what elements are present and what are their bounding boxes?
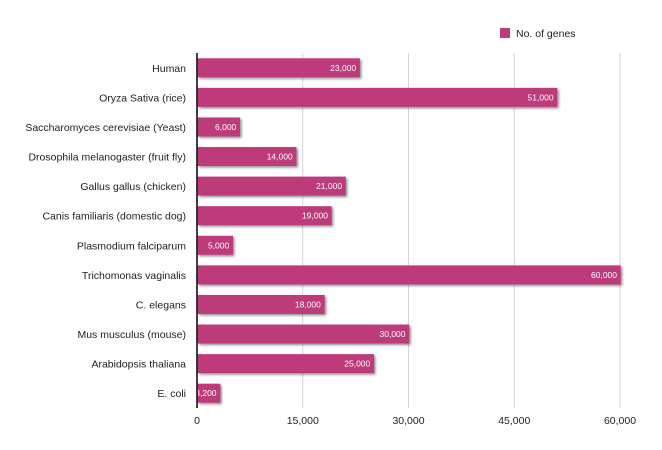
bar[interactable] [197, 324, 410, 344]
bar-value-label: 18,000 [295, 299, 321, 309]
category-label: E. coli [157, 388, 186, 400]
x-tick-label: 0 [194, 415, 200, 427]
legend-label: No. of genes [516, 28, 576, 40]
bar[interactable] [197, 235, 233, 255]
bar-value-label: 5,000 [208, 240, 230, 250]
category-label: Gallus gallus (chicken) [80, 181, 186, 193]
category-label: Drosophila melanogaster (fruit fly) [28, 152, 186, 164]
x-axis-ticks: 0 15,000 30,000 45,000 60,000 [194, 415, 636, 427]
legend-swatch [500, 28, 510, 38]
x-tick-label: 60,000 [604, 415, 636, 427]
bar[interactable] [197, 265, 621, 285]
bar-value-label: 14,000 [267, 152, 293, 162]
bar[interactable] [197, 87, 558, 107]
category-label: C. elegans [136, 299, 186, 311]
category-label: Mus musculus (mouse) [77, 329, 186, 341]
bar[interactable] [197, 176, 346, 196]
category-label: Plasmodium falciparum [77, 240, 186, 252]
category-label: Oryza Sativa (rice) [99, 92, 186, 104]
bars: 23,000 51,000 6,000 14,000 21,000 19,000 5,000… [195, 58, 621, 403]
x-tick-label: 45,000 [498, 415, 530, 427]
category-label: Saccharomyces cerevisiae (Yeast) [25, 122, 186, 134]
bar-value-label: 23,000 [330, 63, 356, 73]
bar-value-label: 30,000 [380, 329, 406, 339]
bar-value-label: 6,000 [215, 122, 237, 132]
category-label: Arabidopsis thaliana [91, 359, 186, 371]
bar[interactable] [197, 58, 360, 78]
category-labels: Human Oryza Sativa (rice) Saccharomyces ce… [25, 63, 186, 400]
bar-value-label: 51,000 [528, 92, 554, 102]
bar-value-label: 25,000 [344, 359, 370, 369]
bar[interactable] [197, 294, 325, 314]
bar-value-label: 3,200 [195, 388, 217, 398]
category-label: Trichomonas vaginalis [82, 270, 186, 282]
bar[interactable] [197, 147, 297, 167]
bar[interactable] [197, 206, 332, 226]
bar-value-label: 21,000 [316, 181, 342, 191]
bar[interactable] [197, 117, 241, 137]
category-label: Human [152, 63, 186, 75]
bar-value-label: 19,000 [302, 211, 328, 221]
grid-lines [302, 53, 621, 408]
category-label: Canis familiaris (domestic dog) [42, 211, 186, 223]
bar[interactable] [197, 383, 221, 403]
bar-value-label: 60,000 [591, 270, 617, 280]
x-tick-label: 30,000 [392, 415, 424, 427]
bar[interactable] [197, 354, 374, 374]
x-tick-label: 15,000 [287, 415, 319, 427]
legend[interactable]: No. of genes [500, 28, 576, 40]
